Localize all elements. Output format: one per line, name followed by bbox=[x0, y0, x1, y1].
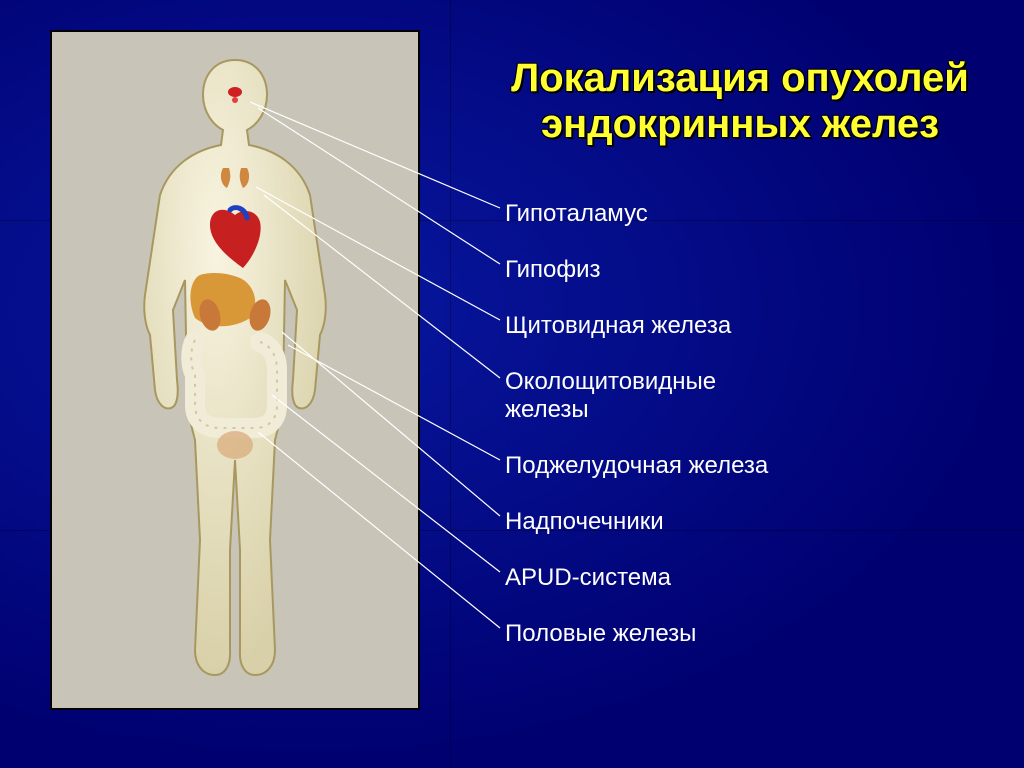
slide-title: Локализация опухолей эндокринных желез bbox=[470, 55, 1010, 147]
gland-label: Гипофиз bbox=[505, 256, 601, 284]
gland-label: Щитовидная железа bbox=[505, 312, 731, 340]
hypothalamus-icon bbox=[228, 87, 242, 97]
anatomy-figure-panel bbox=[50, 30, 420, 710]
gland-label: Половые железы bbox=[505, 620, 696, 648]
gland-label: Околощитовидныежелезы bbox=[505, 368, 716, 423]
gland-label: APUD-система bbox=[505, 564, 671, 592]
gland-label: Гипоталамус bbox=[505, 200, 648, 228]
body-outline bbox=[144, 60, 326, 675]
gonads-icon bbox=[217, 431, 253, 459]
grid-line bbox=[450, 0, 451, 768]
gland-label: Поджелудочная железа bbox=[505, 452, 768, 480]
gland-label: Надпочечники bbox=[505, 508, 664, 536]
pituitary-icon bbox=[232, 97, 238, 103]
human-body-illustration bbox=[95, 50, 375, 690]
